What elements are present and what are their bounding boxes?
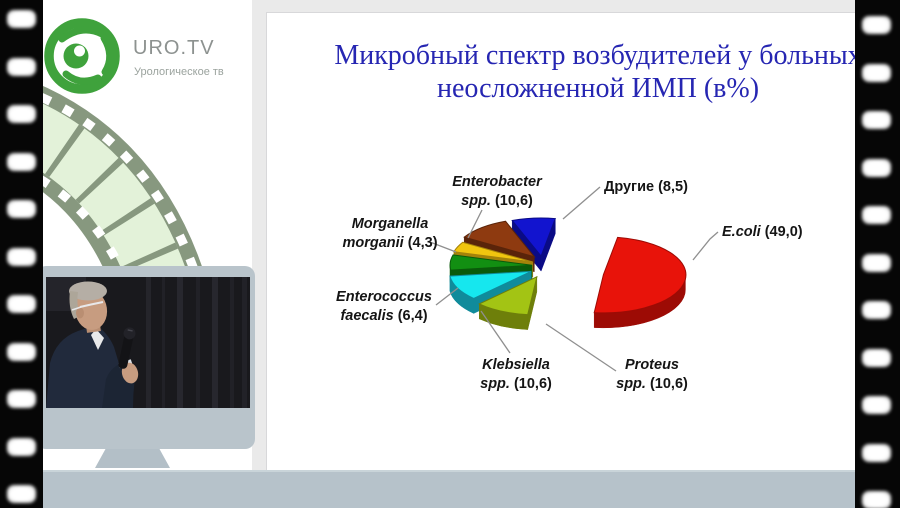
desk-surface — [40, 470, 857, 508]
logo-swirl-top — [58, 26, 106, 43]
uro-tv-logo-icon — [44, 18, 120, 94]
film-sprocket-hole — [7, 295, 36, 313]
film-sprocket-hole — [7, 200, 36, 218]
film-sprocket-hole — [7, 247, 36, 266]
film-sprocket-hole — [862, 63, 891, 82]
film-sprocket-hole — [862, 16, 891, 34]
film-sprocket-hole — [862, 158, 891, 177]
film-sprocket-hole — [862, 443, 891, 462]
presentation-slide: Микробный спектр возбудителей у больных … — [266, 12, 900, 473]
film-sprocket-hole — [862, 491, 891, 508]
film-strip-right — [855, 0, 900, 508]
film-sprocket-hole — [862, 348, 891, 367]
presenter-video — [46, 277, 250, 408]
logo-swirl-bottom — [62, 70, 102, 85]
logo-core-dot — [74, 45, 85, 57]
logo-subtitle: Урологическое тв — [134, 66, 224, 78]
film-sprocket-hole — [862, 301, 891, 319]
film-sprocket-hole — [862, 253, 891, 272]
film-sprocket-hole — [7, 437, 36, 456]
slide-title-line2: неосложненной ИМП (в%) — [436, 73, 760, 104]
ribbon-sprocket-holes-top — [16, 83, 201, 277]
hair — [69, 281, 107, 301]
film-sprocket-hole — [7, 105, 36, 123]
film-sprocket-hole — [862, 111, 891, 129]
glasses-icon — [79, 301, 104, 308]
film-sprocket-hole — [7, 485, 36, 503]
film-sprocket-hole — [862, 206, 891, 224]
film-sprocket-hole — [7, 342, 36, 361]
film-sprocket-hole — [7, 152, 36, 171]
ribbon-frame-separators — [0, 86, 192, 305]
monitor-stand — [95, 449, 170, 468]
film-sprocket-hole — [7, 10, 36, 28]
slide-title-line1: Микробный спектр возбудителей у больных — [334, 40, 862, 71]
presenter-figure — [46, 281, 139, 408]
logo-swirl-right — [100, 34, 114, 76]
logo-text: URO.TV — [133, 37, 215, 59]
slide-title: Микробный спектр возбудителей у больных … — [267, 13, 900, 105]
film-sprocket-hole — [862, 396, 891, 414]
film-sprocket-hole — [7, 57, 36, 76]
microphone-icon — [118, 327, 136, 369]
glasses-temple — [71, 306, 82, 311]
film-strip-left — [0, 0, 43, 508]
film-sprocket-hole — [7, 390, 36, 408]
ear — [76, 307, 84, 319]
shirt — [91, 329, 104, 350]
